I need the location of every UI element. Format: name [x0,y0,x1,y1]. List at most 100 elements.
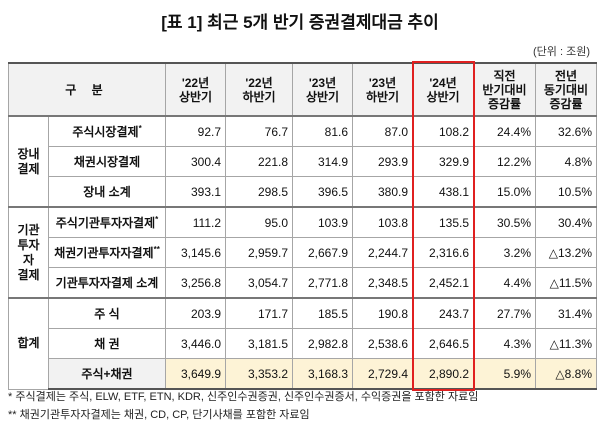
text-line: '22년 [245,75,273,90]
value-cell: 2,959.7 [225,237,294,268]
value-cell: △8.8% [535,358,598,390]
text-line: 증감률 [487,96,522,111]
value-cell: 2,452.1 [412,267,475,299]
row-label: 주식기관투자자결제* [47,206,167,238]
header-cell: '22년 상반기 [165,62,227,117]
row-label: 주 식 [47,297,167,329]
header-cell: 구 분 [7,62,167,117]
table-row: 장내 결제 주식시장결제* 92.7 76.7 81.6 87.0 108.2 24.4% 32.… [8,115,598,208]
row-label-text: 장내 소계 [83,185,131,199]
value-cell: 92.7 [165,115,227,147]
text-line: '24년 [429,75,457,90]
value-cell: 4.4% [473,267,537,299]
header-cell: 직전 반기대비 증감률 [473,62,537,117]
value-cell: 15.0% [473,176,537,208]
value-cell: 135.5 [412,206,475,238]
value-cell: 396.5 [292,176,354,208]
value-cell: 5.9% [473,358,537,390]
header-row: 구 분 '22년 상반기 '22년 하반기 '23년 상반기 '23년 하반기 '24년 상반기 직전… [7,62,598,117]
text-line: 상반기 [305,89,340,104]
header-cell: 전년 동기대비 증감률 [535,62,598,117]
value-cell: 2,646.5 [412,328,475,359]
value-cell: 3,256.8 [165,267,227,299]
value-cell: 380.9 [352,176,414,208]
table-title: [표 1] 최근 5개 반기 증권결제대금 추이 [161,13,439,32]
group-label: 기관 투자자 결제 [8,206,49,299]
text-line: 상반기 [178,89,213,104]
table-row: 채권기관투자자결제** 3,145.6 2,959.7 2,667.9 2,244.7 2… [9,237,598,268]
value-cell: 221.8 [225,146,294,177]
text-line: 합계 [17,336,40,351]
value-cell: 329.9 [412,146,475,177]
value-cell: 30.4% [535,206,598,238]
row-label-text: 주식기관투자자결제 [55,216,156,230]
table-body: 장내 결제 주식시장결제* 92.7 76.7 81.6 87.0 108.2 24.4% 32.… [8,115,598,390]
text-line: 투자자 [17,237,40,267]
row-label: 주식시장결제* [47,115,167,147]
value-cell: 103.9 [292,206,354,238]
value-cell: 24.4% [473,115,537,147]
value-cell: 393.1 [165,176,227,208]
group-label: 장내 결제 [8,115,49,208]
text-line: 동기대비 [543,82,589,97]
value-cell: 185.5 [292,297,354,329]
text-line: 하반기 [365,89,400,104]
value-cell: 4.8% [535,146,598,177]
row-label-text: 주식+채권 [81,367,133,381]
value-cell: 4.3% [473,328,537,359]
table-row: 합계 주 식 203.9 171.7 185.5 190.8 243.7 27.7% 31.4% [8,297,598,390]
value-cell: 438.1 [412,176,475,208]
table-row: 장내 소계 393.1 298.5 396.5 380.9 438.1 15.0% 10.5% [9,176,598,208]
text-line: 증감률 [549,96,583,111]
value-cell: 111.2 [165,206,227,238]
value-cell: 30.5% [473,206,537,238]
value-cell: 3,145.6 [165,237,227,268]
footnote: * 주식결제는 주식, ELW, ETF, ETN, KDR, 신주인수권증권,… [8,391,479,403]
table-row: 채권시장결제 300.4 221.8 314.9 293.9 329.9 12.2% 4.8% [9,146,598,177]
value-cell: 300.4 [165,146,227,177]
value-cell: △11.3% [535,328,598,359]
data-table: 구 분 '22년 상반기 '22년 하반기 '23년 상반기 '23년 하반기 '24년 상반기 직전… [7,62,598,390]
footnote-mark: ** [153,245,160,254]
footnote-mark: * [138,124,142,133]
value-cell: 3,649.9 [165,358,227,390]
text-line: 반기대비 [482,82,527,97]
footnotes: * 주식결제는 주식, ELW, ETF, ETN, KDR, 신주인수권증권,… [8,388,478,424]
table-header: 구 분 '22년 상반기 '22년 하반기 '23년 상반기 '23년 하반기 '24년 상반기 직전… [7,62,598,117]
value-cell: 12.2% [473,146,537,177]
value-cell: 314.9 [292,146,354,177]
value-cell: 3,168.3 [292,358,354,390]
text-line: 직전 [493,68,516,83]
text-line: '23년 [368,75,397,90]
value-cell: 3,446.0 [165,328,227,359]
value-cell: 87.0 [352,115,414,147]
value-cell: 2,316.6 [412,237,475,268]
row-label-text: 기관투자자결제 소계 [55,276,159,290]
table-row: 기관 투자자 결제 주식기관투자자결제* 111.2 95.0 103.9 103.8 135.… [8,206,598,299]
header-cell: '22년 하반기 [225,62,294,117]
row-label-text: 주 식 [94,307,120,321]
text-line: '22년 [181,75,210,90]
text-line: 장내 [17,146,40,161]
header-cell: '23년 상반기 [292,62,354,117]
text-line: 상반기 [426,89,460,104]
value-cell: 10.5% [535,176,598,208]
value-cell: △11.5% [535,267,598,299]
value-cell: 2,771.8 [292,267,354,299]
table-row: 기관투자자결제 소계 3,256.8 3,054.7 2,771.8 2,348.5 2,… [9,267,598,299]
row-label-text: 채 권 [94,337,120,351]
row-label: 채권시장결제 [47,146,167,177]
value-cell: 203.9 [165,297,227,329]
value-cell: 2,982.8 [292,328,354,359]
footnote-mark: * [155,215,159,224]
row-label: 채권기관투자자결제** [47,237,167,268]
value-cell: 81.6 [292,115,354,147]
row-label: 기관투자자결제 소계 [47,267,167,299]
value-cell: 2,348.5 [352,267,414,299]
text-line: 기관 [17,222,40,237]
value-cell: 2,538.6 [352,328,414,359]
header-cell: '24년 상반기 [412,62,475,117]
value-cell: 2,729.4 [352,358,414,390]
value-cell: 3,054.7 [225,267,294,299]
row-label-text: 채권시장결제 [73,155,141,169]
